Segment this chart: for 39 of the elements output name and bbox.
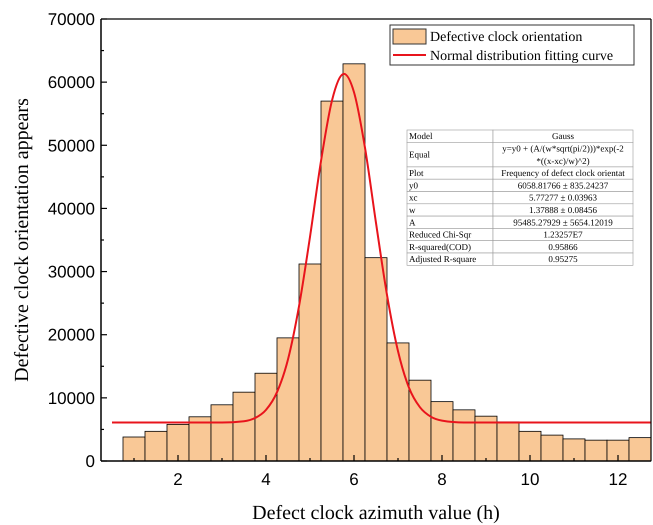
x-tick-label: 4 xyxy=(261,470,271,489)
y-tick-label: 70000 xyxy=(48,10,95,29)
line-series xyxy=(111,72,652,424)
x-tick-label: 10 xyxy=(520,470,540,489)
x-tick-label: 8 xyxy=(437,470,447,489)
annotation: Adjusted R-square xyxy=(409,254,476,264)
text: y=y0 + (A/(w*sqrt(pi/2)))*exp(-2*((x-xc)/w)^2) xyxy=(502,143,624,166)
annotation: Reduced Chi-Sqr xyxy=(409,230,472,240)
y-axis-title: Defective clock orientation appears xyxy=(11,98,33,382)
y-tick-label: 50000 xyxy=(48,136,95,156)
annotation: R-squared(COD) xyxy=(409,242,471,252)
annotation: w xyxy=(409,204,416,215)
annotation: 1.37888 ± 0.08456 xyxy=(529,204,598,215)
annotation: Frequency of defect clock orientat xyxy=(501,168,626,178)
y-tick-label: 20000 xyxy=(48,326,95,345)
annotation: 0.95866 xyxy=(548,242,578,252)
y-tick-label: 10000 xyxy=(48,388,95,408)
x-axis-title: Defect clock azimuth value (h) xyxy=(252,502,500,524)
y-tick-label: 30000 xyxy=(48,262,95,282)
y-tick-label: 40000 xyxy=(48,199,95,218)
annotation: 6058.81766 ± 835.24237 xyxy=(518,180,609,190)
x-tick-label: 2 xyxy=(173,470,183,489)
legend-label: Normal distribution fitting curve xyxy=(430,49,614,64)
legend-label: Defective clock orientation xyxy=(430,30,582,45)
annotation: Plot xyxy=(409,168,424,178)
annotation: Gauss xyxy=(552,131,574,142)
annotation: 1.23257E7 xyxy=(543,230,584,240)
annotation: 0.95275 xyxy=(548,254,578,264)
y-tick-label: 60000 xyxy=(48,73,95,92)
annotation: Equal xyxy=(409,150,430,160)
annotation: y0 xyxy=(409,180,418,190)
annotation: xc xyxy=(409,192,418,203)
annotation: Model xyxy=(409,131,433,142)
annotation: A xyxy=(409,217,416,228)
x-tick-label: 6 xyxy=(349,470,359,489)
x-tick-label: 12 xyxy=(608,470,628,489)
annotation: 5.77277 ± 0.03963 xyxy=(529,192,598,203)
annotation: 95485.27929 ± 5654.12019 xyxy=(513,217,614,228)
y-tick-label: 0 xyxy=(86,452,95,471)
